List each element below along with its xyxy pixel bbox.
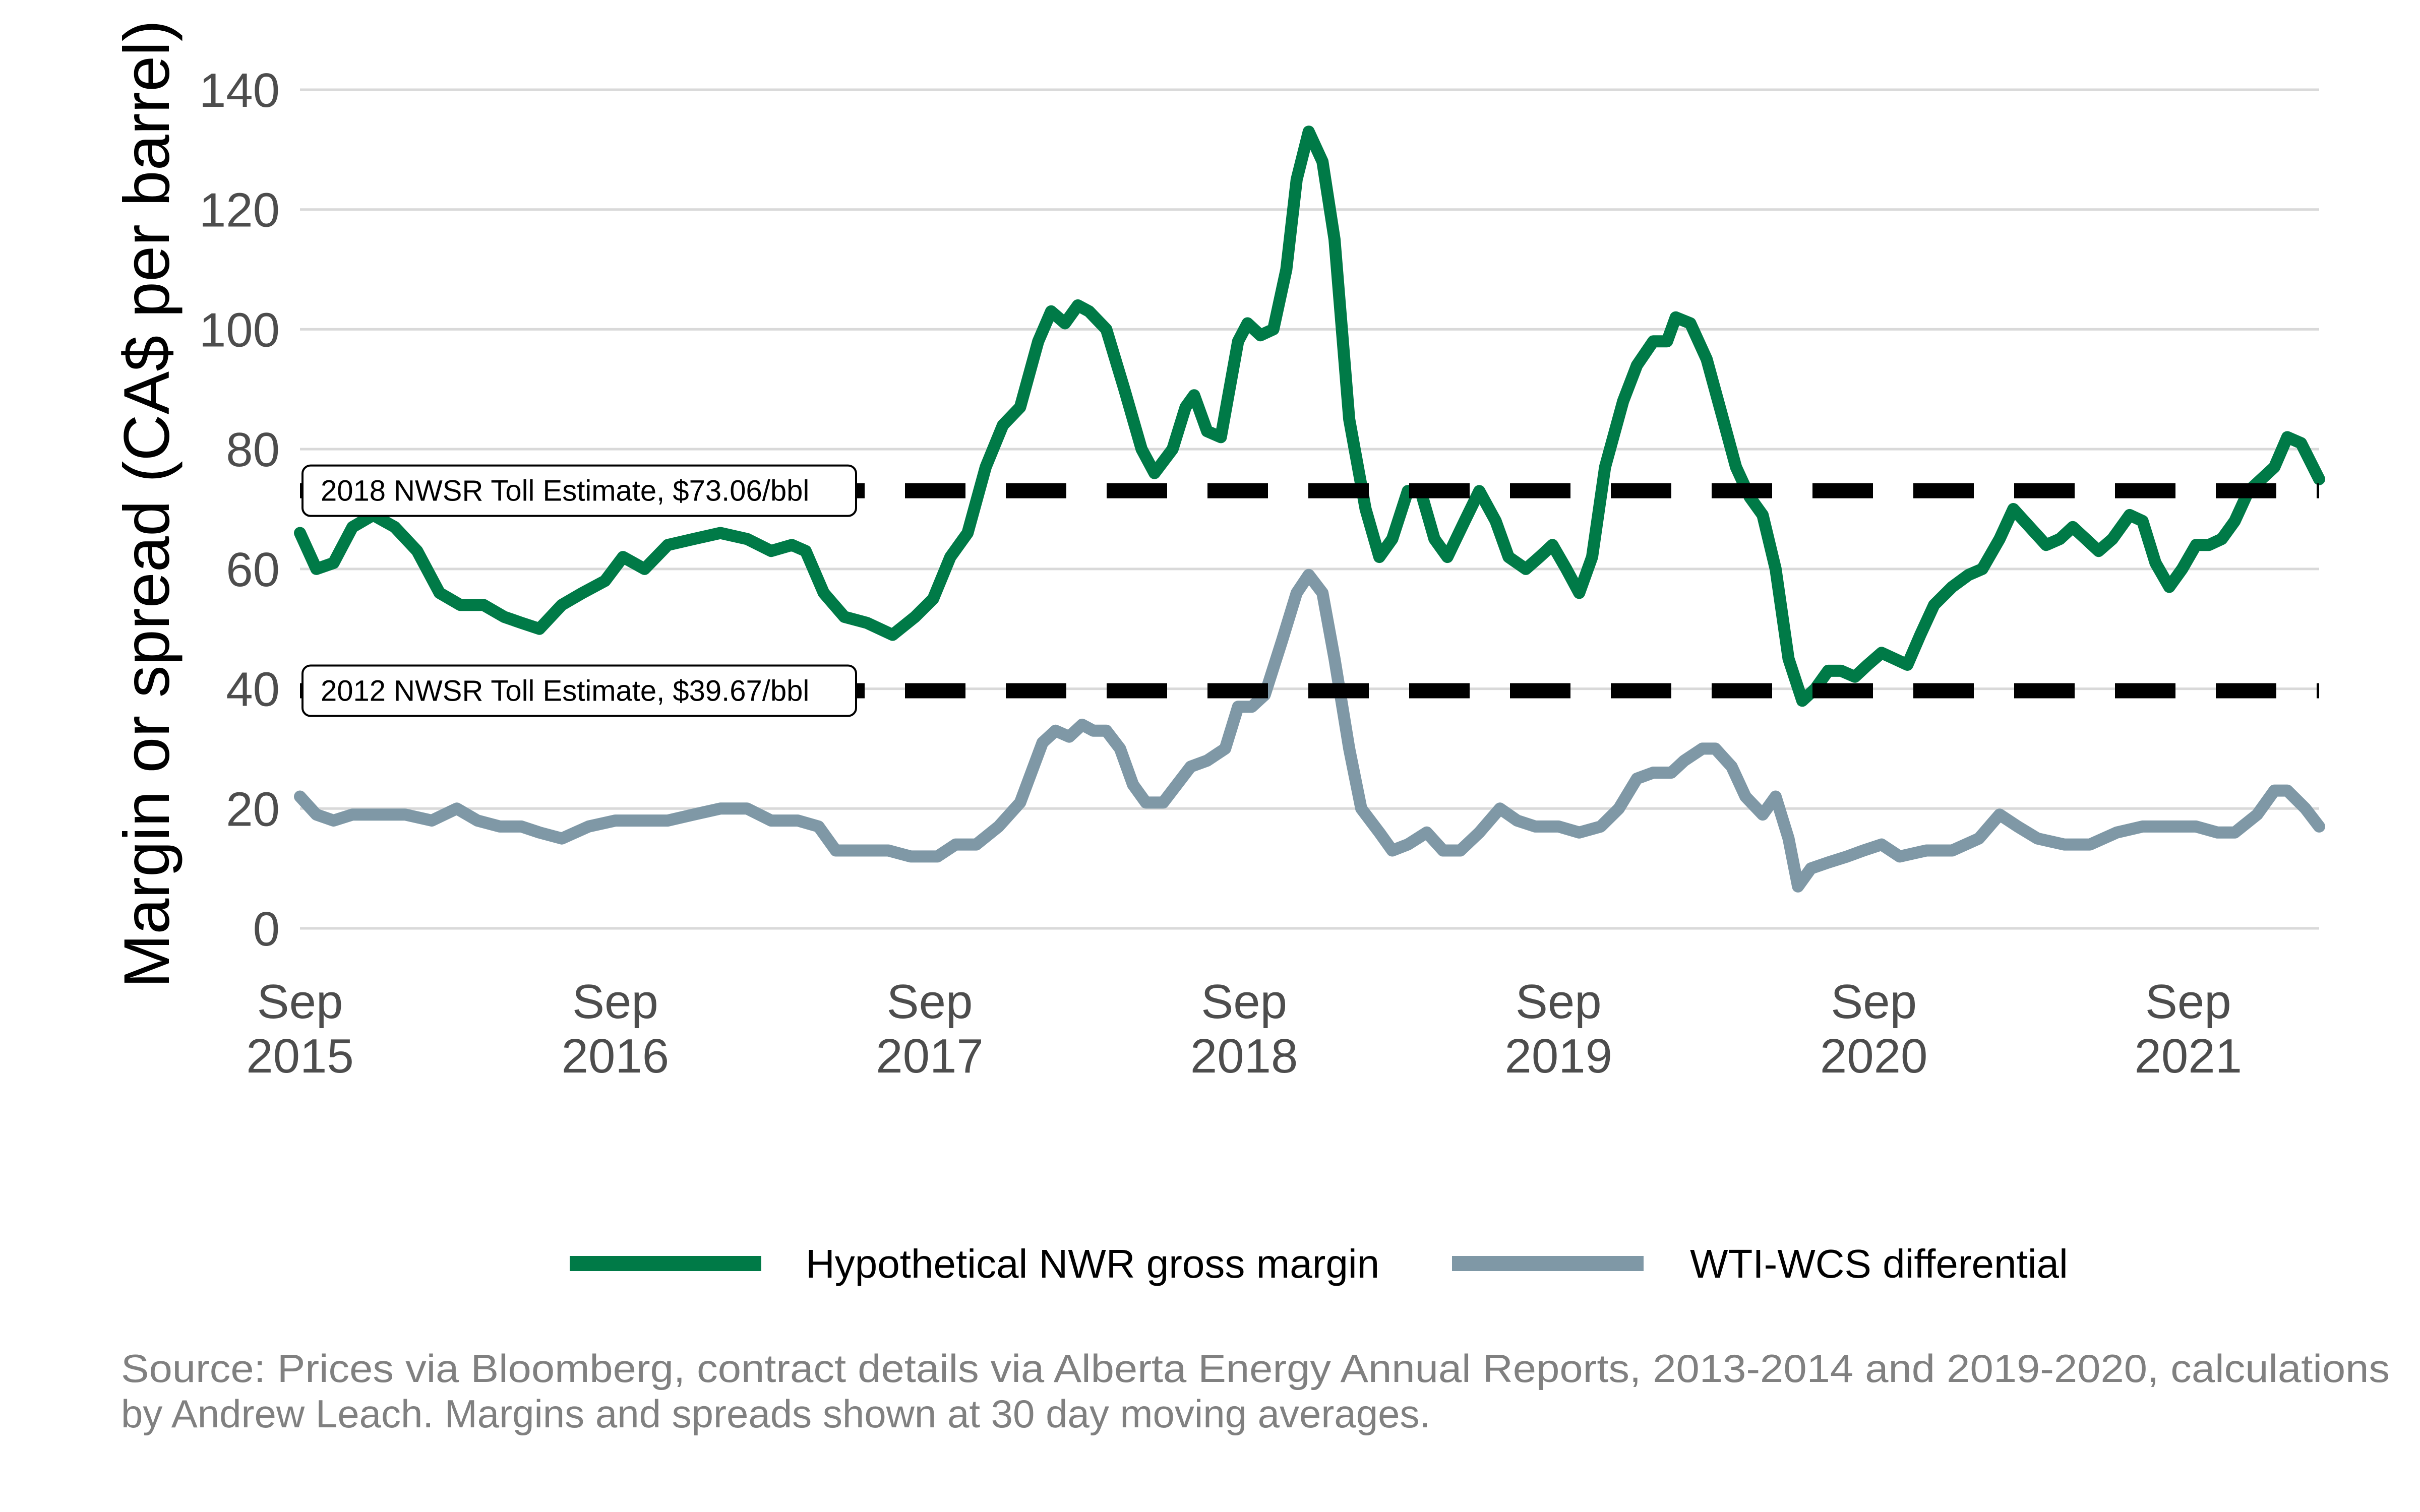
y-tick-label-0: 0 [253,902,280,956]
caption-line-2: by Andrew Leach. Margins and spreads sho… [121,1392,1430,1436]
reference-line-group-1: 2012 NWSR Toll Estimate, $39.67/bbl [300,664,2319,717]
y-tick-label-140: 140 [199,64,280,117]
y-tick-label-100: 100 [199,303,280,357]
reference-label-box-1 [301,664,857,717]
caption-line-1: Source: Prices via Bloomberg, contract d… [121,1346,2390,1391]
x-tick-label-2020: Sep 2020 [1820,975,1928,1083]
y-tick-label-40: 40 [226,663,280,717]
y-tick-label-60: 60 [226,543,280,597]
legend-label-wti-wcs: WTI-WCS differential [1690,1241,2068,1286]
x-tick-label-2015: Sep 2015 [246,975,354,1083]
x-axis-tick-labels: Sep 2015 Sep 2016 Sep 2017 Sep 2018 Sep 2019 Sep 20… [246,975,2242,1083]
legend: Hypothetical NWR gross margin WTI-WCS di… [570,1241,2068,1286]
reference-line-group-0: 2018 NWSR Toll Estimate, $73.06/bbl [300,464,2319,517]
x-tick-label-2021: Sep 2021 [2135,975,2243,1083]
x-tick-label-2016: Sep 2016 [562,975,670,1083]
y-tick-label-120: 120 [199,183,280,237]
reference-label-0: 2018 NWSR Toll Estimate, $73.06/bbl [321,475,809,508]
x-tick-label-2017: Sep 2017 [876,975,984,1083]
y-axis-tick-labels: 0 20 40 60 80 100 120 140 [199,64,280,956]
y-tick-label-20: 20 [226,782,280,836]
x-tick-label-2018: Sep 2018 [1190,975,1298,1083]
series-line-wti-wcs [294,569,2325,893]
reference-label-1: 2012 NWSR Toll Estimate, $39.67/bbl [321,674,809,707]
x-tick-label-2019: Sep 2019 [1505,975,1613,1083]
y-axis-title: Margin or spread (CA$ per barrel) [111,20,183,988]
reference-lines: 2018 NWSR Toll Estimate, $73.06/bbl 2012 … [300,464,2319,717]
reference-label-box-0 [301,464,857,517]
y-tick-label-80: 80 [226,423,280,477]
legend-label-nwr-margin: Hypothetical NWR gross margin [806,1241,1379,1286]
